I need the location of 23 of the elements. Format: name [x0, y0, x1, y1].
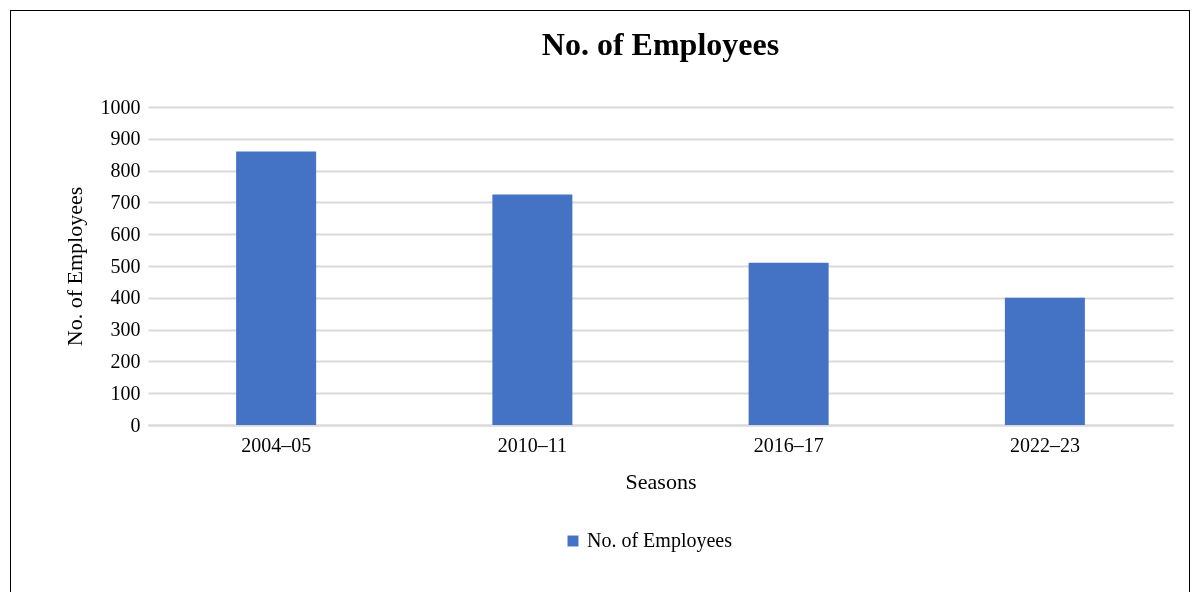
y-tick-label: 600	[110, 222, 141, 245]
y-tick-label: 1000	[100, 95, 141, 118]
y-tick-label: 800	[110, 159, 141, 182]
y-axis-title: No. of Employees	[61, 186, 87, 347]
bar	[492, 194, 573, 425]
x-axis-title: Seasons	[625, 468, 697, 494]
bar	[1004, 297, 1085, 425]
x-tick-label: 2010–11	[497, 433, 568, 456]
x-tick-label: 2004–05	[241, 433, 312, 456]
legend-label: No. of Employees	[587, 529, 733, 552]
y-tick-label: 100	[110, 381, 141, 404]
bar	[748, 262, 829, 425]
bar	[236, 151, 317, 425]
y-tick-label: 300	[110, 318, 141, 341]
y-tick-label: 700	[110, 190, 141, 213]
y-tick-label: 900	[110, 127, 141, 150]
y-tick-label: 0	[130, 413, 141, 436]
y-tick-label: 400	[110, 286, 141, 309]
y-tick-label: 500	[110, 254, 141, 277]
y-tick-label: 200	[110, 349, 141, 372]
x-tick-label: 2022–23	[1009, 433, 1080, 456]
x-tick-label: 2016–17	[753, 433, 824, 456]
chart-title: No. of Employees	[541, 26, 780, 62]
